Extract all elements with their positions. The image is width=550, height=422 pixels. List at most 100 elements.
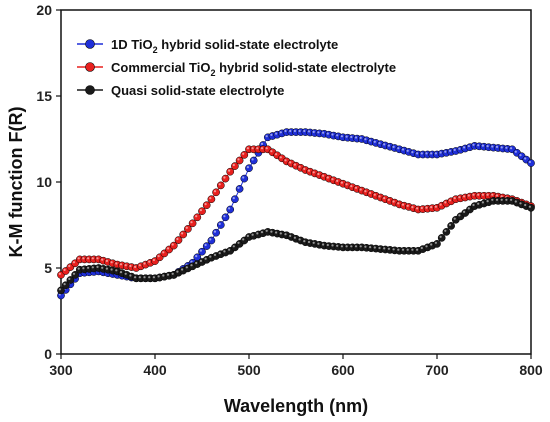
point-highlight [246,147,249,150]
point-highlight [401,148,405,151]
point-highlight [397,248,400,251]
point-highlight [401,203,405,206]
axis-ticks: 300 400 500 600 700 800 0 5 10 15 20 [36,2,542,378]
point-highlight [87,257,90,260]
point-highlight [195,261,198,265]
point-highlight [110,261,113,264]
point-highlight [307,130,311,133]
point-highlight [477,144,480,147]
point-highlight [500,198,503,201]
point-highlight [204,257,207,260]
point-highlight [265,229,268,232]
point-highlight [218,222,221,225]
point-highlight [336,179,339,182]
point-highlight [115,262,118,265]
point-highlight [77,267,80,270]
point-highlight [246,234,249,237]
point-highlight [176,270,179,273]
point-highlight [265,147,268,150]
point-highlight [397,202,400,205]
data-point [221,174,230,183]
data-point [212,188,220,197]
point-highlight [228,169,231,172]
point-highlight [232,163,235,167]
point-highlight [134,265,137,268]
data-point [216,181,225,190]
point-highlight [270,150,273,153]
point-highlight [110,268,113,271]
point-highlight [96,257,99,260]
point-highlight [143,262,146,265]
legend-label-subscript: 2 [210,68,215,78]
point-highlight [383,143,386,146]
point-highlight [500,146,503,149]
point-highlight [289,161,292,164]
point-highlight [420,206,423,210]
data-point [245,164,253,173]
point-highlight [298,238,301,241]
data-point [235,185,244,193]
legend-marker [85,39,95,49]
data-point [226,205,235,214]
point-highlight [472,193,475,196]
x-axis-title: Wavelength (nm) [224,396,368,416]
point-highlight [237,186,240,189]
point-highlight [265,135,268,138]
point-highlight [293,163,296,166]
point-highlight [486,200,489,203]
point-highlight [58,272,62,275]
data-point [198,207,206,216]
point-highlight [425,152,428,155]
point-highlight [279,232,282,235]
point-highlight [218,183,221,186]
point-highlight [157,275,160,278]
point-highlight [307,240,311,244]
point-highlight [129,264,132,268]
point-highlight [458,147,461,150]
point-highlight [467,207,470,210]
point-highlight [491,198,494,201]
point-highlight [256,232,259,235]
point-highlight [303,129,306,133]
point-highlight [439,151,442,154]
data-point [527,159,535,167]
point-highlight [209,238,212,241]
point-highlight [232,197,235,200]
x-tick-label: 700 [425,362,449,378]
point-highlight [495,194,499,197]
point-highlight [317,131,320,134]
data-point [207,195,216,204]
point-highlight [434,152,437,155]
point-highlight [481,144,484,147]
point-highlight [453,197,456,200]
point-highlight [387,198,390,201]
point-highlight [138,264,141,267]
point-highlight [354,186,358,189]
point-highlight [284,129,287,133]
point-highlight [510,147,513,150]
point-highlight [500,195,503,198]
point-highlight [134,276,137,279]
point-highlight [105,259,108,262]
point-highlight [331,244,334,247]
point-highlight [270,133,273,136]
data-point [216,221,225,229]
series-2 [57,145,535,279]
x-tick-label: 500 [237,362,261,378]
point-highlight [199,249,202,252]
point-highlight [481,193,484,196]
point-highlight [486,193,489,196]
point-highlight [223,215,226,218]
point-highlight [378,195,381,198]
point-highlight [373,140,376,143]
y-tick-label: 10 [36,174,52,190]
point-highlight [190,260,193,263]
point-highlight [322,243,325,246]
point-highlight [152,276,155,279]
point-highlight [298,129,301,133]
point-highlight [528,205,532,208]
point-highlight [519,202,522,205]
point-highlight [345,245,348,248]
point-highlight [439,203,442,206]
